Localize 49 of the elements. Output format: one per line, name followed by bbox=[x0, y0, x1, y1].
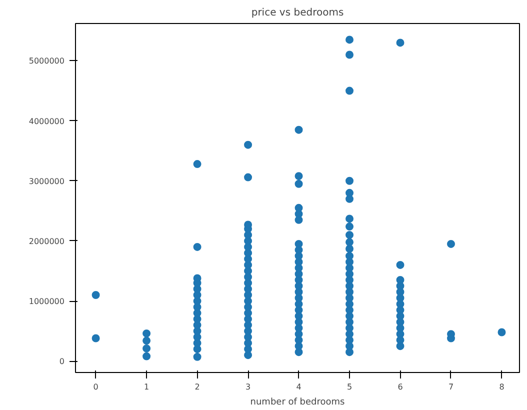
point bbox=[142, 329, 151, 338]
point bbox=[346, 86, 354, 95]
point bbox=[346, 238, 354, 246]
point bbox=[142, 336, 151, 345]
point bbox=[396, 276, 404, 284]
point bbox=[346, 230, 354, 239]
point bbox=[294, 172, 303, 180]
point bbox=[244, 173, 252, 182]
chart-title: price vs bedrooms bbox=[251, 8, 344, 18]
point bbox=[142, 352, 151, 360]
y-tick-label: 4000000 bbox=[28, 116, 65, 126]
y-tick-label: 0 bbox=[59, 357, 65, 366]
point bbox=[294, 180, 303, 188]
x-tick-label: 5 bbox=[346, 382, 352, 392]
x-axis-title: number of bedrooms bbox=[250, 398, 346, 408]
point bbox=[193, 160, 202, 168]
x-tick-label: 0 bbox=[93, 382, 98, 392]
point bbox=[193, 352, 202, 361]
point bbox=[142, 344, 151, 352]
point bbox=[346, 252, 354, 260]
point bbox=[92, 291, 100, 300]
point bbox=[346, 36, 354, 44]
point bbox=[346, 50, 354, 59]
point bbox=[193, 242, 202, 251]
y-tick-label: 1000000 bbox=[28, 297, 65, 306]
y-tick-label: 3000000 bbox=[28, 176, 65, 186]
point bbox=[446, 240, 455, 248]
point bbox=[396, 38, 404, 47]
x-tick-label: 6 bbox=[398, 382, 403, 392]
point bbox=[346, 214, 354, 223]
y-tick-label: 2000000 bbox=[28, 236, 65, 246]
point bbox=[294, 204, 303, 212]
point bbox=[244, 140, 252, 149]
point bbox=[346, 188, 354, 197]
x-tick-label: 3 bbox=[245, 382, 251, 392]
point bbox=[346, 222, 354, 231]
point bbox=[92, 334, 100, 342]
point bbox=[346, 176, 354, 185]
x-tick-label: 8 bbox=[499, 382, 504, 392]
x-tick-label: 2 bbox=[194, 382, 200, 392]
x-tick-label: 4 bbox=[296, 382, 302, 392]
point bbox=[294, 126, 303, 134]
point bbox=[346, 244, 354, 253]
point bbox=[294, 240, 303, 248]
point bbox=[396, 260, 404, 269]
y-tick-label: 5000000 bbox=[28, 56, 65, 66]
x-tick-label: 1 bbox=[144, 382, 150, 392]
point bbox=[498, 328, 506, 336]
x-tick-label: 7 bbox=[448, 382, 454, 392]
